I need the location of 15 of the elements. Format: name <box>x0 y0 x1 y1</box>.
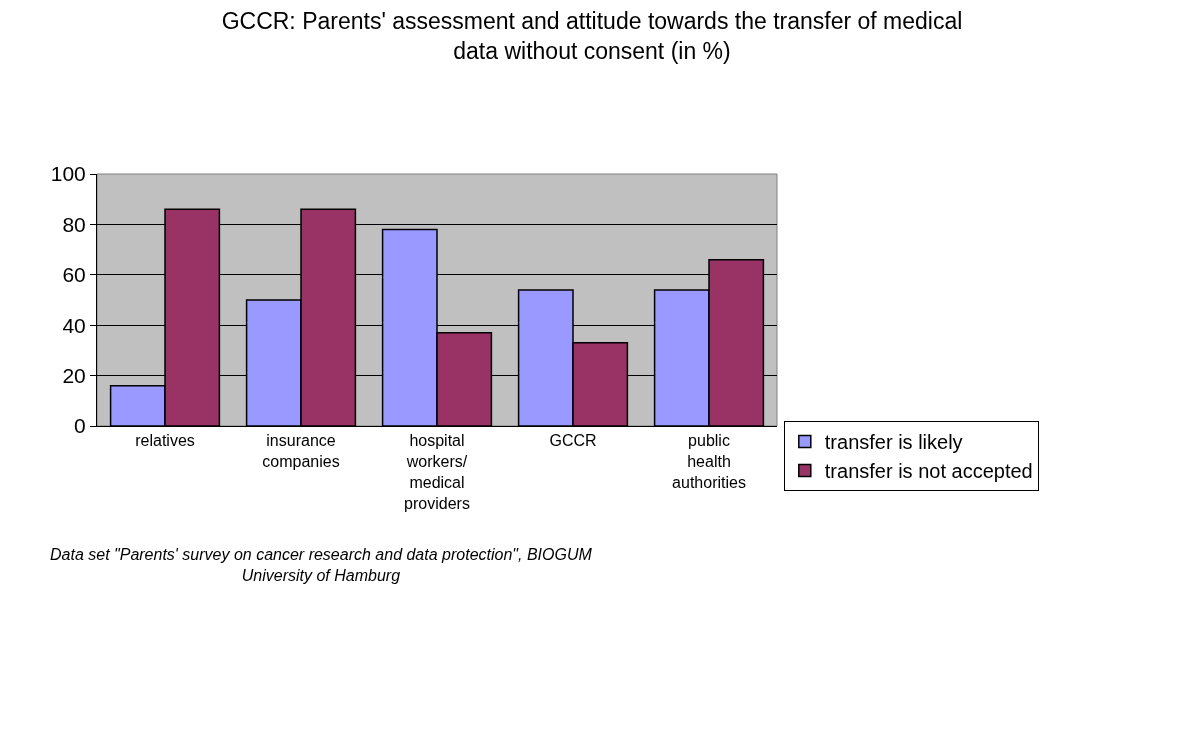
legend-label: transfer is likely <box>824 431 963 454</box>
legend-label: transfer is not accepted <box>824 460 1033 483</box>
y-tick-label: 0 <box>74 414 86 438</box>
y-tick-label: 20 <box>62 363 86 387</box>
x-tick-label: GCCR <box>549 432 597 450</box>
x-tick-label: relatives <box>135 432 195 450</box>
y-tick-label: 40 <box>62 313 86 337</box>
y-tick-label: 60 <box>62 263 86 287</box>
y-tick-label: 80 <box>62 212 86 236</box>
text: Data set "Parents' survey on cancer research and data protection", BIOGUM University of Hamburg <box>50 546 593 584</box>
y-tick-label: 100 <box>50 162 86 186</box>
x-tick-label: hospital workers/ medical providers <box>404 432 470 512</box>
chart-title: GCCR: Parents' assessment and attitude towards the transfer of medical data without consent (in %) <box>221 8 963 65</box>
x-tick-label: public health authorities <box>672 432 746 491</box>
x-tick-label: insurance companies <box>262 432 340 470</box>
